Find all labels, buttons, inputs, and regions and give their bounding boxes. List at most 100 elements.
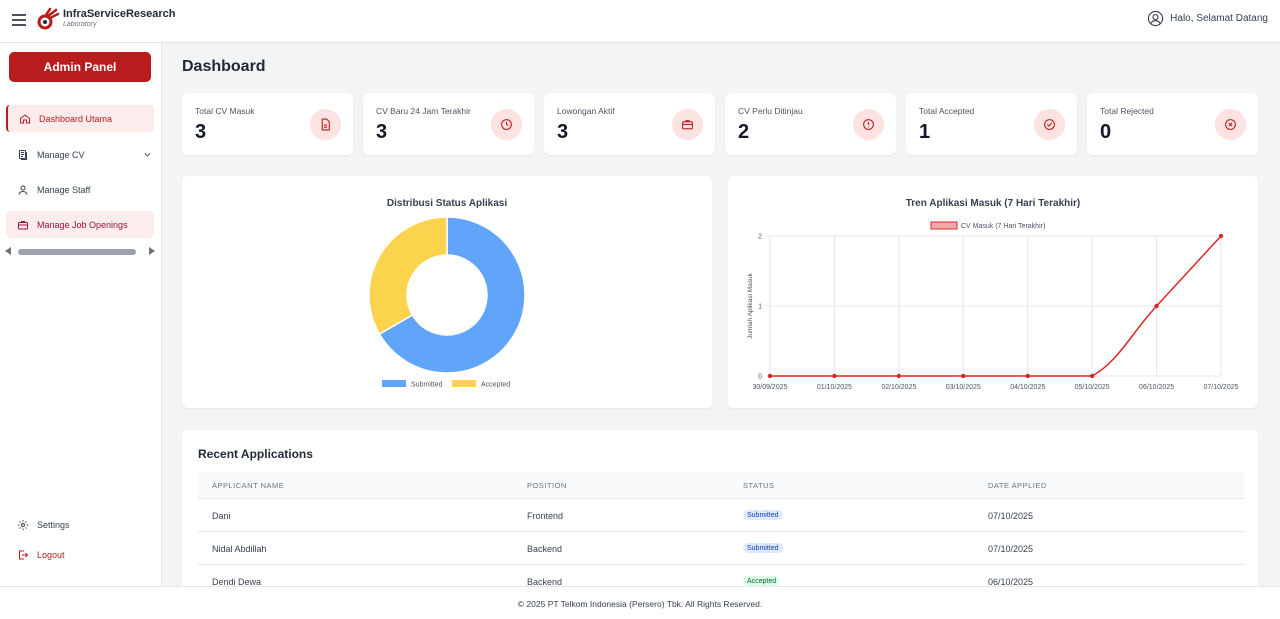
stat-label: Total CV Masuk (195, 106, 255, 116)
chevron-down-icon[interactable] (143, 150, 152, 159)
stat-value: 3 (376, 121, 388, 143)
user-circle-icon (1148, 10, 1164, 27)
sidebar-item-manage-cv[interactable]: Manage CV (6, 141, 154, 168)
brand-subtitle: Laboratory (63, 21, 97, 28)
y-axis-label: Jumlah Aplikasi Masuk (747, 272, 754, 338)
position: Frontend (527, 511, 564, 521)
stat-label: CV Perlu Ditinjau (738, 106, 803, 116)
scroll-left-icon[interactable] (5, 247, 11, 255)
document-icon (17, 149, 29, 161)
user-icon (17, 184, 29, 196)
x-tick-label: 02/10/2025 (881, 384, 916, 391)
sidebar-item-label: Logout (37, 549, 65, 560)
brand: InfraServiceResearch Laboratory (63, 8, 176, 28)
line-chart: 0 1 2 30/09/2025 01/10/2025 02/10/2025 03/10/2… (747, 221, 1239, 391)
chart-title: Distribusi Status Aplikasi (386, 198, 508, 209)
stat-label: Total Accepted (919, 106, 975, 116)
data-point (1218, 233, 1224, 239)
column-header: DATE APPLIED (988, 481, 1047, 490)
sidebar-item-label: Manage Staff (37, 184, 91, 195)
pie-slice (378, 216, 526, 374)
sidebar: Admin Panel Dashboard Utama Manage CV Ma… (0, 43, 162, 586)
data-point (832, 373, 837, 379)
legend-label: CV Masuk (7 Hari Terakhir) (961, 223, 1045, 230)
file-icon (310, 109, 341, 140)
y-tick-label: 1 (758, 304, 762, 311)
table-row[interactable]: Nidal Abdillah Backend Submitted 07/10/2… (198, 532, 1244, 565)
sidebar-item-settings[interactable]: Settings (6, 511, 154, 538)
scroll-right-icon[interactable] (149, 247, 155, 255)
admin-panel-button[interactable]: Admin Panel (9, 52, 151, 82)
briefcase-icon (17, 219, 29, 231)
sidebar-item-dashboard[interactable]: Dashboard Utama (6, 105, 154, 132)
section-title: Recent Applications (198, 447, 313, 461)
column-header: STATUS (743, 481, 775, 490)
sidebar-item-label: Dashboard Utama (39, 113, 113, 124)
check-circle-icon (1034, 109, 1065, 140)
user-greeting[interactable]: Halo, Selamat Datang (1147, 10, 1268, 27)
applicant-name: Dani (212, 511, 231, 521)
column-header: APPLICANT NAME (212, 481, 285, 490)
stat-value: 0 (1100, 121, 1112, 143)
position: Backend (527, 544, 563, 554)
home-icon (19, 113, 31, 125)
stat-card-total-cv: Total CV Masuk 3 (182, 93, 353, 155)
data-point (896, 373, 902, 379)
logout-icon (17, 549, 29, 561)
briefcase-icon (672, 109, 703, 140)
stat-value: 3 (557, 121, 569, 143)
recent-applications-card: Recent Applications APPLICANT NAME POSIT… (182, 430, 1258, 600)
data-point (961, 373, 966, 379)
legend-label: Accepted (481, 382, 510, 389)
x-tick-label: 30/09/2025 (752, 384, 787, 391)
data-point (1089, 373, 1095, 379)
x-tick-label: 01/10/2025 (817, 384, 852, 391)
sidebar-item-label: Manage CV (37, 149, 85, 160)
sidebar-scrollbar[interactable] (4, 246, 156, 256)
y-tick-label: 0 (758, 374, 762, 381)
page-title: Dashboard (182, 58, 266, 75)
pie-slice (368, 216, 448, 336)
sidebar-item-manage-staff[interactable]: Manage Staff (6, 176, 154, 203)
sidebar-item-manage-job-openings[interactable]: Manage Job Openings (6, 211, 154, 238)
x-tick-label: 03/10/2025 (946, 384, 981, 391)
stat-card-new-cv: CV Baru 24 Jam Terakhir 3 (363, 93, 534, 155)
top-bar: InfraServiceResearch Laboratory Halo, Se… (0, 0, 1280, 43)
table-header: APPLICANT NAME POSITION STATUS DATE APPL… (198, 472, 1244, 499)
stat-value: 3 (195, 121, 207, 143)
stat-card-accepted: Total Accepted 1 (906, 93, 1077, 155)
date-applied: 07/10/2025 (988, 544, 1034, 554)
data-point (767, 373, 773, 379)
status-badge: Submitted (743, 510, 783, 520)
y-tick-label: 2 (758, 234, 762, 241)
chart-title: Tren Aplikasi Masuk (7 Hari Terakhir) (905, 198, 1081, 209)
stat-label: CV Baru 24 Jam Terakhir (376, 106, 471, 116)
scrollbar-thumb[interactable] (18, 249, 136, 255)
legend-label: Submitted (411, 382, 443, 389)
x-tick-label: 07/10/2025 (1203, 384, 1238, 391)
status-distribution-card: Distribusi Status Aplikasi Submitted Acce… (182, 176, 712, 408)
applicant-name: Dendi Dewa (212, 577, 262, 587)
stat-label: Total Rejected (1100, 106, 1154, 116)
footer: © 2025 PT Telkom Indonesia (Persero) Tbk… (0, 586, 1280, 619)
menu-icon[interactable] (12, 14, 26, 26)
stat-value: 1 (919, 121, 931, 143)
data-point (1025, 373, 1030, 379)
date-applied: 06/10/2025 (988, 577, 1034, 587)
stat-card-rejected: Total Rejected 0 (1087, 93, 1258, 155)
x-tick-label: 04/10/2025 (1010, 384, 1045, 391)
x-circle-icon (1215, 109, 1246, 140)
logo-icon (37, 7, 60, 30)
table-row[interactable]: Dani Frontend Submitted 07/10/2025 (198, 499, 1244, 532)
sidebar-item-logout[interactable]: Logout (6, 541, 154, 568)
position: Backend (527, 577, 563, 587)
x-tick-label: 06/10/2025 (1139, 384, 1174, 391)
applicant-name: Nidal Abdillah (212, 544, 267, 554)
date-applied: 07/10/2025 (988, 511, 1034, 521)
stat-card-needs-review: CV Perlu Ditinjau 2 (725, 93, 896, 155)
stat-card-active-jobs: Lowongan Aktif 3 (544, 93, 715, 155)
status-badge: Submitted (743, 543, 783, 553)
column-header: POSITION (527, 481, 567, 490)
legend-swatch (452, 380, 476, 387)
